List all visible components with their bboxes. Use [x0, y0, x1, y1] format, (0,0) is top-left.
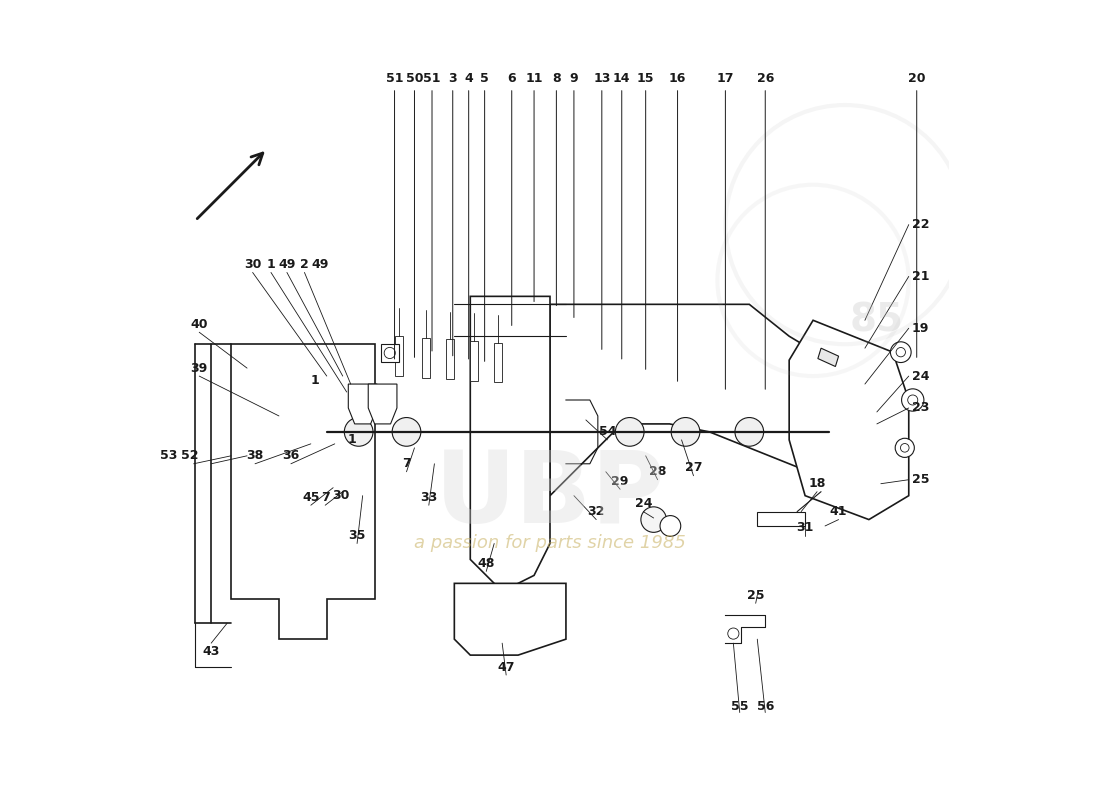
Polygon shape [789, 320, 909, 519]
Circle shape [895, 438, 914, 458]
Text: 13: 13 [593, 72, 611, 350]
Text: a passion for parts since 1985: a passion for parts since 1985 [414, 534, 686, 553]
Bar [447, 339, 454, 379]
Text: 39: 39 [190, 362, 208, 374]
Circle shape [615, 418, 645, 446]
Text: 27: 27 [684, 462, 702, 474]
Text: 20: 20 [908, 72, 925, 358]
Bar [395, 336, 403, 376]
Text: 5: 5 [481, 72, 490, 362]
Circle shape [857, 420, 865, 428]
Polygon shape [471, 296, 550, 591]
Circle shape [842, 404, 849, 412]
Text: 55: 55 [732, 701, 748, 714]
Text: 16: 16 [669, 72, 686, 382]
Text: 19: 19 [912, 322, 930, 334]
Circle shape [384, 347, 395, 358]
Text: 36: 36 [283, 450, 299, 462]
Text: 2: 2 [300, 258, 309, 271]
Polygon shape [349, 384, 377, 424]
Text: 29: 29 [612, 475, 629, 488]
Circle shape [671, 418, 700, 446]
Text: 9: 9 [570, 72, 579, 318]
Text: 52: 52 [180, 450, 198, 462]
Polygon shape [550, 304, 869, 496]
Text: 51: 51 [424, 72, 441, 351]
Text: 31: 31 [796, 521, 814, 534]
Text: 48: 48 [477, 557, 495, 570]
Text: 1: 1 [348, 434, 356, 446]
Circle shape [851, 414, 870, 434]
Text: 40: 40 [190, 318, 208, 330]
Circle shape [820, 386, 838, 406]
Text: 35: 35 [349, 529, 366, 542]
Circle shape [344, 418, 373, 446]
Circle shape [896, 347, 905, 357]
Text: 41: 41 [829, 505, 847, 518]
Text: 26: 26 [757, 72, 774, 390]
Bar [422, 338, 430, 378]
Circle shape [825, 392, 833, 400]
Polygon shape [454, 583, 565, 655]
Text: 1: 1 [310, 374, 319, 386]
Text: 24: 24 [635, 497, 652, 510]
Polygon shape [231, 344, 375, 639]
Text: 3: 3 [449, 72, 458, 356]
Text: 11: 11 [526, 72, 542, 302]
Text: 25: 25 [912, 474, 930, 486]
Text: 17: 17 [716, 72, 734, 390]
Bar [494, 342, 503, 382]
Text: 28: 28 [649, 466, 667, 478]
Text: 1: 1 [266, 258, 275, 271]
Text: 24: 24 [912, 370, 930, 382]
Text: 15: 15 [637, 72, 654, 370]
Text: 56: 56 [757, 701, 774, 714]
Text: 30: 30 [332, 489, 350, 502]
Text: 49: 49 [278, 258, 296, 271]
Text: 53: 53 [161, 450, 177, 462]
Text: 85: 85 [850, 302, 904, 339]
Bar [471, 341, 478, 381]
Circle shape [901, 443, 909, 452]
Polygon shape [368, 384, 397, 424]
Text: 7: 7 [321, 490, 330, 504]
Circle shape [791, 418, 820, 446]
Text: 38: 38 [246, 450, 264, 462]
Polygon shape [818, 348, 838, 366]
Bar [381, 344, 398, 362]
Circle shape [902, 389, 924, 411]
Circle shape [908, 395, 917, 405]
Text: 18: 18 [808, 478, 826, 490]
Text: 4: 4 [464, 72, 473, 359]
Text: 30: 30 [244, 258, 262, 271]
Text: 49: 49 [311, 258, 329, 271]
Text: 25: 25 [747, 589, 764, 602]
Circle shape [641, 507, 667, 532]
Text: 51: 51 [386, 72, 404, 359]
Text: 45: 45 [302, 490, 320, 504]
Text: 21: 21 [912, 270, 930, 283]
Text: 14: 14 [613, 72, 630, 359]
Circle shape [835, 398, 855, 418]
Circle shape [660, 515, 681, 536]
Polygon shape [757, 512, 805, 526]
Text: UBP: UBP [434, 447, 666, 544]
Text: 23: 23 [912, 402, 930, 414]
Text: 47: 47 [497, 661, 515, 674]
Text: 50: 50 [406, 72, 424, 358]
Circle shape [890, 342, 911, 362]
Text: 32: 32 [587, 505, 605, 518]
Text: 6: 6 [507, 72, 516, 326]
Circle shape [392, 418, 421, 446]
Circle shape [728, 628, 739, 639]
Circle shape [735, 418, 763, 446]
Text: 22: 22 [912, 218, 930, 231]
Text: 43: 43 [202, 645, 220, 658]
Text: 33: 33 [420, 490, 438, 504]
Text: 7: 7 [403, 458, 411, 470]
Text: 8: 8 [552, 72, 561, 306]
Text: 54: 54 [598, 426, 616, 438]
